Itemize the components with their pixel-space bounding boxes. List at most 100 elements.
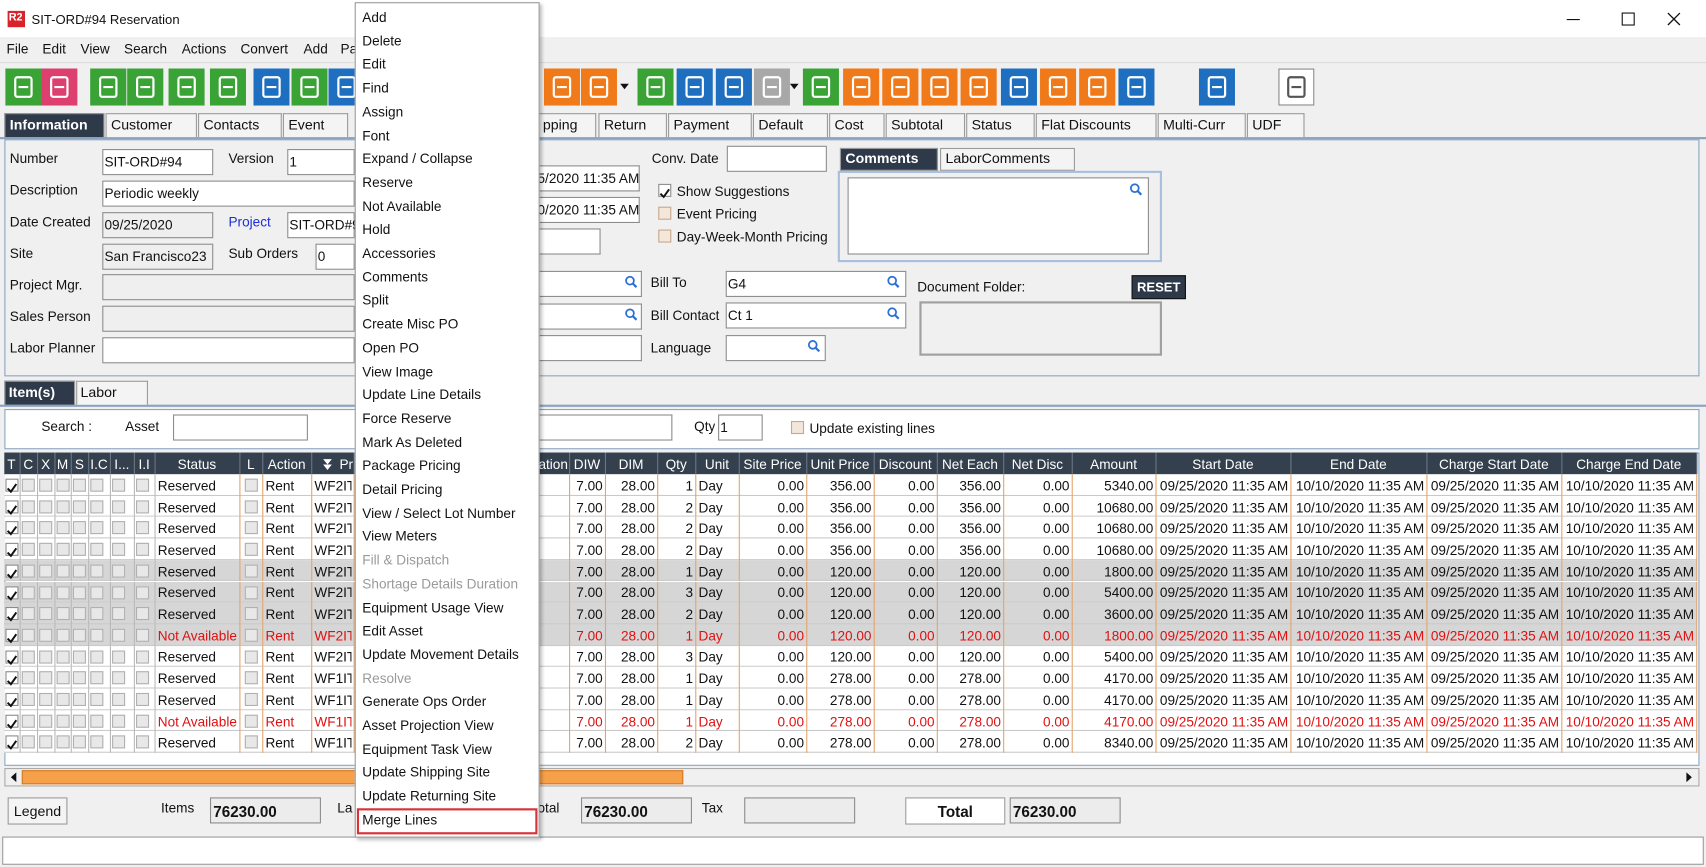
menu-item[interactable]: Detail Pricing	[362, 481, 443, 498]
checkbox[interactable]	[5, 585, 19, 601]
checkbox[interactable]	[5, 542, 19, 558]
checkbox[interactable]	[136, 607, 150, 621]
toolbar-button[interactable]	[253, 68, 290, 106]
checkbox[interactable]	[90, 650, 104, 664]
toolbar-button[interactable]	[882, 68, 919, 106]
checkbox[interactable]	[136, 478, 150, 492]
menu-item[interactable]: Not Available	[362, 198, 442, 214]
checkbox[interactable]	[112, 692, 126, 707]
reset-label[interactable]: RESET	[1136, 279, 1181, 295]
toolbar-button[interactable]	[753, 68, 790, 106]
checkbox[interactable]	[244, 628, 258, 642]
column-header[interactable]: Net Disc	[1011, 456, 1064, 473]
search-input[interactable]	[537, 414, 673, 441]
checkbox[interactable]	[90, 542, 104, 556]
checkbox[interactable]	[5, 500, 19, 515]
checkbox[interactable]	[72, 585, 86, 599]
toolbar-button[interactable]	[5, 68, 42, 106]
menu-item[interactable]: Merge Lines	[362, 812, 438, 828]
checkbox[interactable]	[5, 521, 19, 537]
menu-item[interactable]: Fill & Dispatch	[362, 552, 450, 568]
checkbox[interactable]	[56, 650, 70, 664]
checkbox[interactable]	[39, 650, 53, 664]
window-buttons[interactable]	[1556, 7, 1697, 33]
checkbox[interactable]	[21, 521, 35, 535]
description-input[interactable]	[102, 180, 355, 207]
checkbox[interactable]	[72, 735, 86, 749]
project-mgr-input[interactable]	[102, 274, 355, 301]
checkbox[interactable]	[72, 650, 86, 664]
checkbox[interactable]	[112, 521, 126, 535]
tab[interactable]	[598, 113, 667, 138]
date-created-input[interactable]	[102, 212, 214, 239]
menu-item[interactable]: Hold	[362, 222, 391, 238]
version-input[interactable]	[287, 149, 355, 176]
column-header[interactable]: Site Price	[743, 456, 802, 473]
field-input[interactable]	[537, 303, 642, 330]
menu-item[interactable]: Update Shipping Site	[362, 765, 491, 781]
reset-button[interactable]	[1131, 275, 1186, 300]
menu-item[interactable]: View / Select Lot Number	[362, 505, 516, 521]
column-header[interactable]: Net Each	[941, 456, 998, 473]
checkbox[interactable]	[39, 564, 53, 578]
checkbox[interactable]	[112, 478, 126, 492]
search-icon[interactable]	[807, 338, 821, 353]
menu-item[interactable]: Find	[362, 80, 389, 96]
column-header[interactable]: Unit	[704, 456, 730, 473]
checkbox[interactable]	[112, 585, 126, 599]
checkbox[interactable]	[56, 564, 70, 578]
checkbox[interactable]	[5, 650, 19, 665]
checkbox[interactable]	[5, 564, 19, 579]
checkbox[interactable]	[136, 671, 150, 685]
checkbox[interactable]	[5, 692, 19, 708]
toolbar-button[interactable]	[715, 68, 752, 106]
checkbox[interactable]	[244, 478, 258, 492]
checkbox[interactable]	[90, 500, 104, 514]
checkbox[interactable]	[21, 585, 35, 599]
checkbox[interactable]	[244, 607, 258, 621]
menu-item[interactable]: Add	[362, 9, 387, 26]
toolbar-button[interactable]	[960, 68, 997, 106]
checkbox[interactable]	[90, 607, 104, 621]
checkbox[interactable]	[39, 478, 53, 492]
menu-item[interactable]: Create Misc PO	[362, 316, 459, 332]
menu-item[interactable]: Assign	[362, 104, 404, 120]
scroll-arrows[interactable]	[4, 768, 1699, 786]
checkbox[interactable]	[112, 542, 126, 556]
column-header[interactable]: Charge End Date	[1576, 456, 1682, 473]
menu-item[interactable]: Shortage Details Duration	[362, 576, 519, 592]
toolbar-button[interactable]	[921, 68, 958, 106]
menu-item[interactable]: View Image	[362, 363, 434, 380]
checkbox[interactable]	[136, 564, 150, 578]
column-header[interactable]: I...	[114, 456, 130, 473]
tab[interactable]	[1035, 113, 1157, 138]
checkbox[interactable]	[39, 671, 53, 685]
column-header[interactable]: L	[246, 456, 255, 473]
asset-input[interactable]	[172, 414, 308, 441]
checkbox[interactable]	[244, 500, 258, 514]
checkbox[interactable]	[56, 692, 70, 707]
subtotal-total[interactable]	[580, 797, 692, 824]
column-header[interactable]: ation	[538, 456, 568, 473]
toolbar-button[interactable]	[1040, 68, 1077, 106]
toolbar-button[interactable]	[168, 68, 205, 106]
checkbox[interactable]	[244, 735, 258, 749]
checkbox[interactable]	[790, 420, 805, 435]
checkbox[interactable]	[90, 735, 104, 749]
toolbar-button[interactable]	[90, 68, 127, 106]
start-date-input[interactable]	[537, 165, 640, 192]
checkbox[interactable]	[72, 671, 86, 685]
checkbox[interactable]	[39, 692, 53, 707]
toolbar-button[interactable]	[676, 68, 713, 106]
checkbox[interactable]	[56, 542, 70, 556]
menu-item[interactable]: Expand / Collapse	[362, 151, 473, 167]
menu-item[interactable]: Update Returning Site	[362, 788, 497, 805]
menu-item[interactable]: Search	[124, 41, 168, 57]
checkbox[interactable]	[136, 714, 150, 728]
toolbar-button[interactable]	[843, 68, 880, 106]
tab[interactable]	[105, 113, 197, 138]
column-header[interactable]: DIM	[618, 456, 644, 473]
bill-contact-input[interactable]	[725, 302, 907, 329]
column-header[interactable]: T	[7, 456, 16, 473]
checkbox[interactable]	[5, 735, 19, 751]
